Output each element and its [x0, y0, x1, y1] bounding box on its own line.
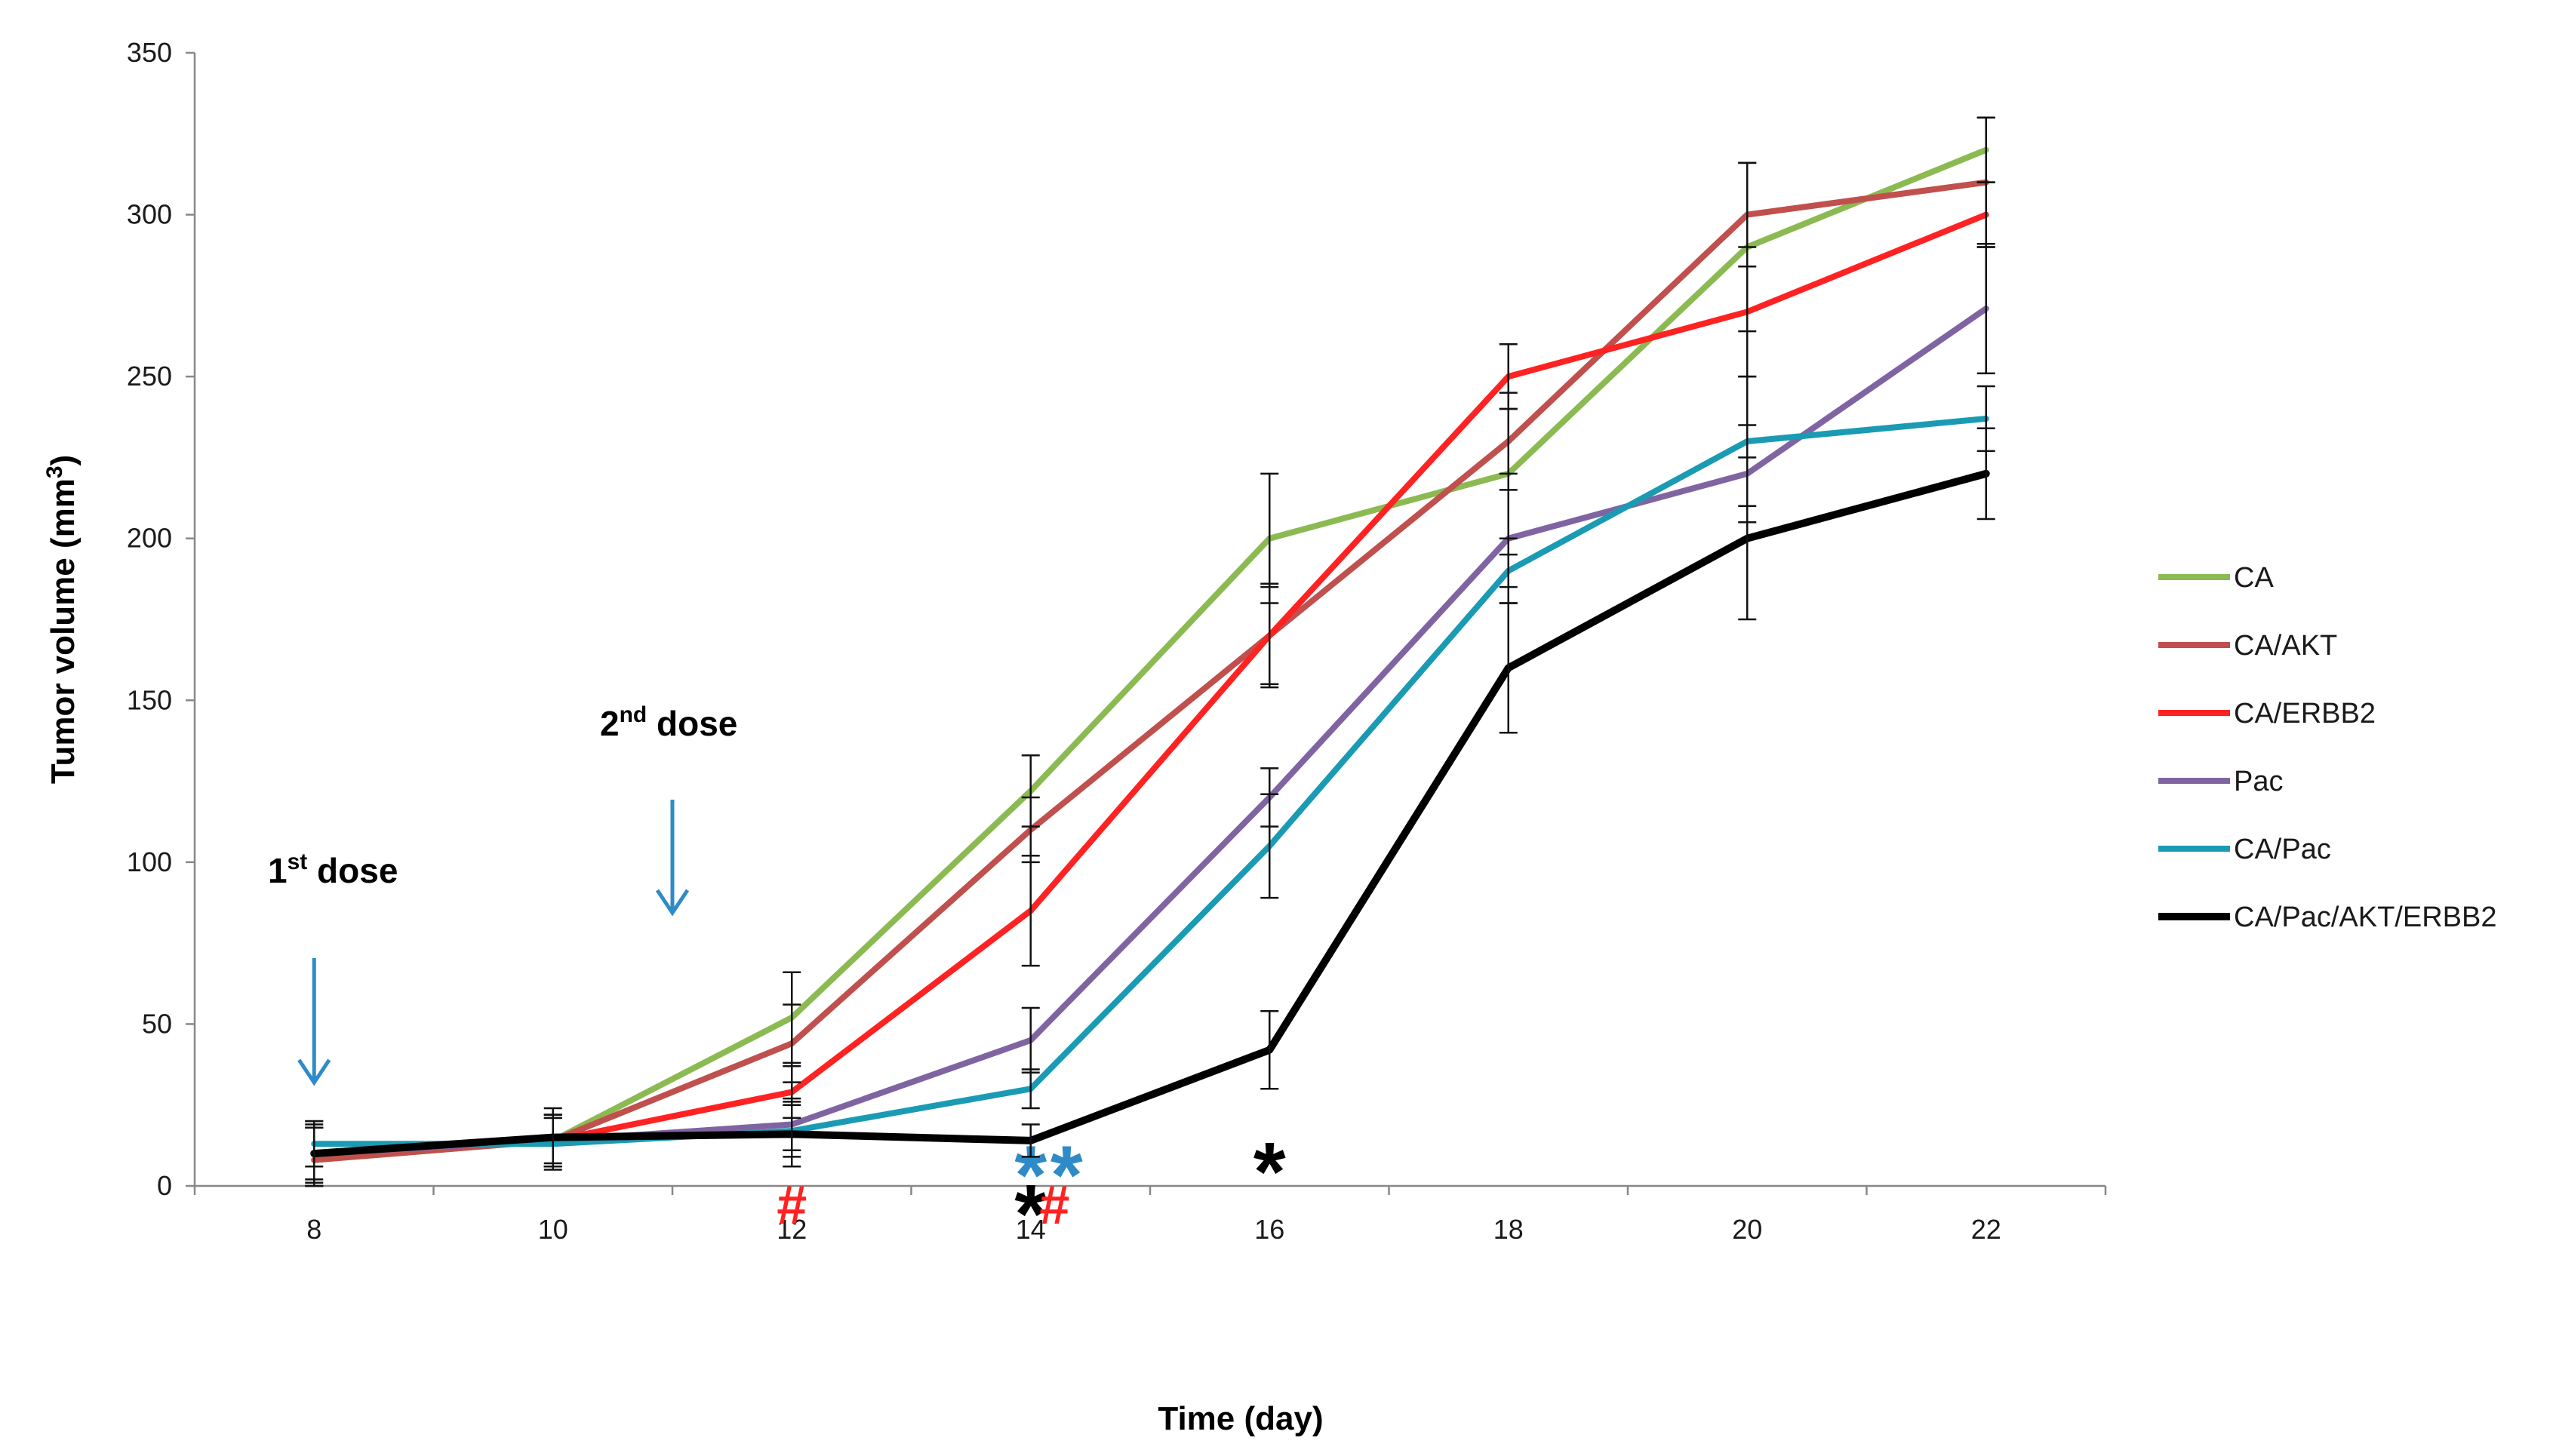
legend-label: CA [2234, 562, 2274, 594]
dose1-label: 1st dose [268, 849, 398, 890]
y-tick-label: 50 [142, 1008, 172, 1039]
legend-label: Pac [2234, 766, 2283, 797]
series-line [311, 179, 1989, 1163]
y-axis-title-main: Tumor volume (mm [45, 478, 82, 784]
significance-star: * [1050, 1129, 1083, 1222]
y-axis-title-sup: 3 [42, 465, 67, 478]
significance-hash: # [777, 1175, 807, 1236]
x-axis-title: Time (day) [1158, 1400, 1323, 1437]
dose1-label-rest: dose [307, 851, 398, 890]
y-tick-label: 300 [127, 199, 172, 230]
y-tick-label: 0 [157, 1170, 172, 1201]
legend-label: CA/ERBB2 [2234, 698, 2376, 730]
x-tick-label: 18 [1493, 1214, 1524, 1245]
y-tick-label: 350 [127, 37, 172, 68]
x-tick-label: 10 [538, 1214, 568, 1245]
dose2-label-sup: nd [620, 702, 647, 727]
series-line [311, 211, 1989, 1157]
series-layer [310, 146, 1990, 1163]
dose1-arrow-head [297, 1058, 331, 1086]
y-tick-label: 250 [127, 361, 172, 392]
x-tick-label: 20 [1732, 1214, 1762, 1245]
x-tick-label: 14 [1016, 1214, 1046, 1245]
dose1-label-num: 1 [268, 851, 288, 890]
x-tick-label: 16 [1254, 1214, 1284, 1245]
significance-star: * [1014, 1168, 1047, 1261]
marker-layer: # *#* * * [777, 1126, 1286, 1261]
x-tick-label: 8 [306, 1214, 321, 1245]
legend-label: CA/AKT [2234, 630, 2337, 662]
significance-star: * [1253, 1126, 1286, 1218]
errorbar-layer [305, 116, 1995, 1187]
series-line [311, 146, 1989, 1163]
dose2-label-num: 2 [600, 704, 620, 743]
series-line [311, 415, 1989, 1147]
legend-label: CA/Pac [2234, 834, 2331, 865]
legend-layer: CA CA/AKT CA/ERBB2 Pac CA/Pac CA/Pac/AKT/ERBB… [2158, 562, 2496, 933]
y-axis-title: Tumor volume (mm3) [42, 455, 82, 784]
y-tick-label: 150 [127, 684, 172, 715]
series-line [310, 469, 1990, 1158]
dose2-label: 2nd dose [600, 702, 737, 743]
significance-hash: # [1039, 1175, 1069, 1236]
dose1-label-sup: st [288, 849, 308, 874]
legend-label: CA/Pac/AKT/ERBB2 [2234, 902, 2496, 933]
x-tick-label: 22 [1971, 1214, 2001, 1245]
x-tick-label: 12 [777, 1214, 807, 1245]
y-tick-label: 200 [127, 523, 172, 554]
dose2-arrow-head [655, 889, 690, 917]
y-axis-title-end: ) [45, 455, 82, 466]
dose2-label-rest: dose [647, 704, 737, 743]
y-tick-label: 100 [127, 846, 172, 877]
